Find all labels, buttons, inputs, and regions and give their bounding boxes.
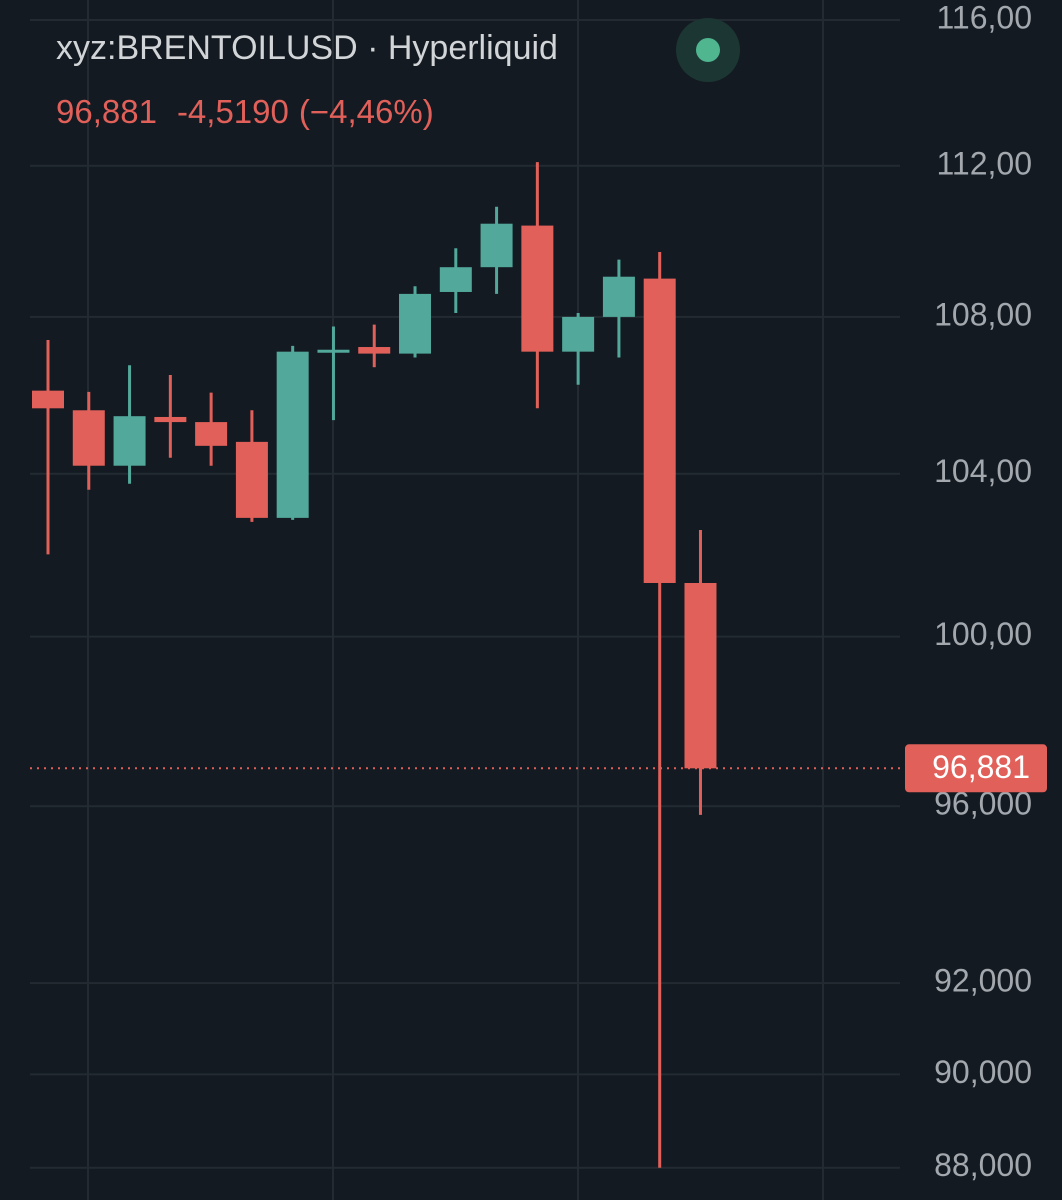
change-pct: (−4,46%): [299, 93, 434, 130]
price-tag-label: 96,881: [932, 749, 1030, 785]
price-tag: [905, 744, 1047, 793]
candle-body: [276, 351, 309, 518]
candle-body: [643, 278, 676, 583]
plot: 116,00112,00108,00104,00100,0096,00092,0…: [30, 0, 1032, 1183]
y-tick-label: 112,00: [937, 145, 1033, 181]
candle-body: [684, 582, 717, 769]
last-price: 96,881: [56, 93, 157, 130]
candle-body: [602, 276, 635, 317]
candle-body: [317, 349, 350, 353]
candle-body: [154, 416, 187, 423]
y-tick-label: 90,000: [934, 1054, 1032, 1090]
change: -4,5190: [177, 93, 289, 130]
candle-body: [113, 416, 146, 466]
price-header: 96,881 -4,5190 (−4,46%): [56, 93, 434, 130]
candle-body: [195, 422, 228, 446]
y-tick-label: 116,00: [937, 0, 1033, 35]
vertical-grid: [87, 0, 824, 1200]
candle-body: [235, 441, 268, 518]
candle-body: [32, 390, 64, 409]
y-tick-label: 100,00: [934, 616, 1032, 652]
candle-body: [480, 223, 513, 268]
y-tick-label: 104,00: [934, 453, 1032, 489]
y-tick-label: 108,00: [934, 296, 1032, 332]
y-tick-label: 92,000: [934, 963, 1032, 999]
candle-body: [439, 267, 472, 292]
status-dot: [696, 38, 720, 62]
candle-body: [358, 347, 391, 354]
candle-body: [72, 410, 105, 466]
candle-body: [521, 225, 554, 352]
candle-body: [562, 316, 595, 352]
candle-body: [399, 293, 432, 354]
chart-title: xyz:BRENTOILUSD · Hyperliquid: [56, 29, 558, 67]
y-tick-label: 88,000: [934, 1147, 1032, 1183]
